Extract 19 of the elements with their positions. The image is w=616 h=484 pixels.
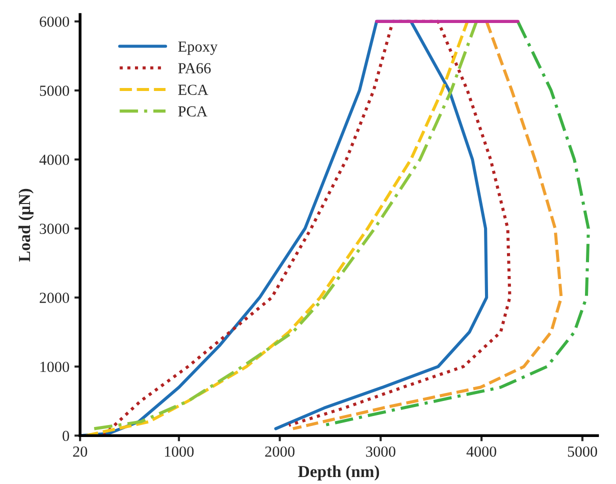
y-tick-label: 3000 xyxy=(40,224,70,234)
legend-label: PCA xyxy=(178,106,208,117)
y-tick-label: 1000 xyxy=(40,362,70,372)
x-axis-title: Depth (nm) xyxy=(298,465,380,481)
y-axis-title: Load (μN) xyxy=(18,188,34,262)
y-tick-label: 2000 xyxy=(40,292,70,303)
x-tick-label: 2000 xyxy=(265,446,294,457)
x-tick-label: 5000 xyxy=(568,446,598,457)
y-tick-label: 0 xyxy=(62,430,70,442)
legend-label: PA66 xyxy=(178,63,211,74)
x-tick-label: 20 xyxy=(73,446,88,457)
x-tick-label: 1000 xyxy=(164,446,194,457)
legend-label: Epoxy xyxy=(178,42,218,55)
y-tick-label: 6000 xyxy=(40,16,70,27)
x-tick-label: 4000 xyxy=(466,446,496,457)
x-tick-label: 3000 xyxy=(366,446,396,457)
y-tick-label: 4000 xyxy=(39,154,70,165)
legend-label: ECA xyxy=(178,84,208,95)
y-tick-label: 5000 xyxy=(40,86,70,96)
